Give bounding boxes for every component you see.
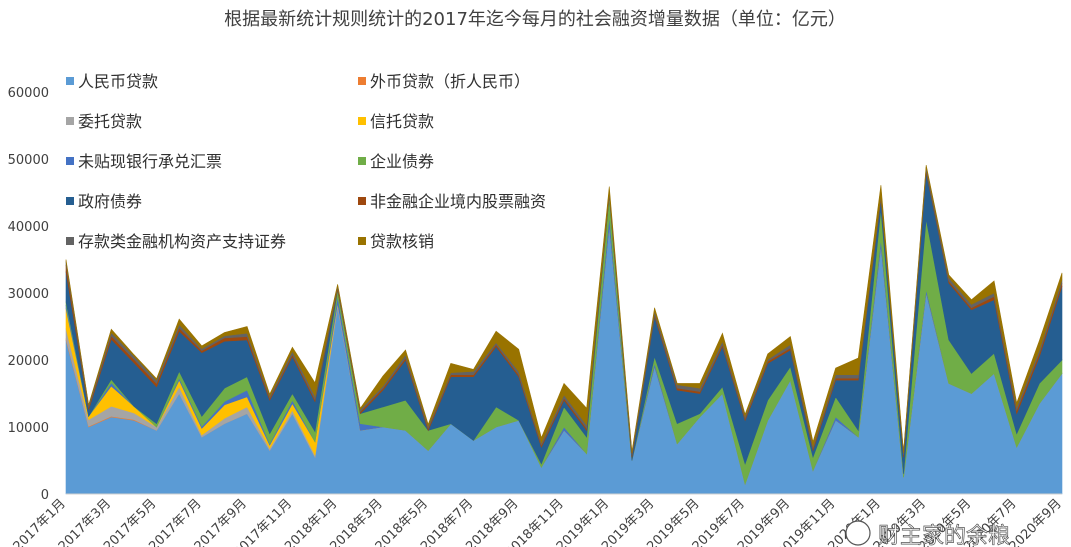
legend-swatch (358, 197, 366, 205)
watermark-text: 财主家的余粮 (878, 524, 1010, 547)
legend-label: 企业债券 (370, 152, 434, 171)
legend-label: 政府债券 (78, 192, 142, 211)
y-tick-label: 60000 (8, 86, 49, 101)
legend-swatch (66, 237, 74, 245)
area-series-10 (65, 164, 1063, 454)
legend-swatch (66, 197, 74, 205)
wechat-icon (845, 520, 871, 546)
y-axis-ticks: 0 10000 20000 30000 40000 50000 60000 (8, 86, 49, 503)
legend-label: 信托贷款 (370, 112, 434, 131)
legend-swatch (66, 157, 74, 165)
legend-label: 委托贷款 (78, 112, 142, 131)
legend-label: 存款类金融机构资产支持证券 (78, 232, 286, 251)
legend-swatch (358, 77, 366, 85)
watermark: 财主家的余粮 (845, 520, 1010, 547)
y-tick-label: 10000 (8, 421, 49, 436)
stacked-area-series (65, 164, 1063, 495)
legend-label: 非金融企业境内股票融资 (370, 192, 546, 211)
legend-label: 外币贷款（折人民币） (370, 72, 530, 91)
legend-label: 贷款核销 (370, 232, 434, 251)
y-tick-label: 20000 (8, 354, 49, 369)
y-tick-label: 50000 (8, 153, 49, 168)
y-tick-label: 40000 (8, 220, 49, 235)
legend-swatch (358, 117, 366, 125)
legend-swatch (66, 117, 74, 125)
y-tick-label: 0 (41, 488, 49, 503)
legend-label: 人民币贷款 (78, 72, 158, 91)
legend-swatch (358, 157, 366, 165)
legend-swatch (66, 77, 74, 85)
legend-swatch (358, 237, 366, 245)
legend-label: 未贴现银行承兑汇票 (78, 152, 222, 171)
chart-title: 根据最新统计规则统计的2017年迄今每月的社会融资增量数据（单位：亿元） (224, 9, 846, 30)
y-tick-label: 30000 (8, 287, 49, 302)
